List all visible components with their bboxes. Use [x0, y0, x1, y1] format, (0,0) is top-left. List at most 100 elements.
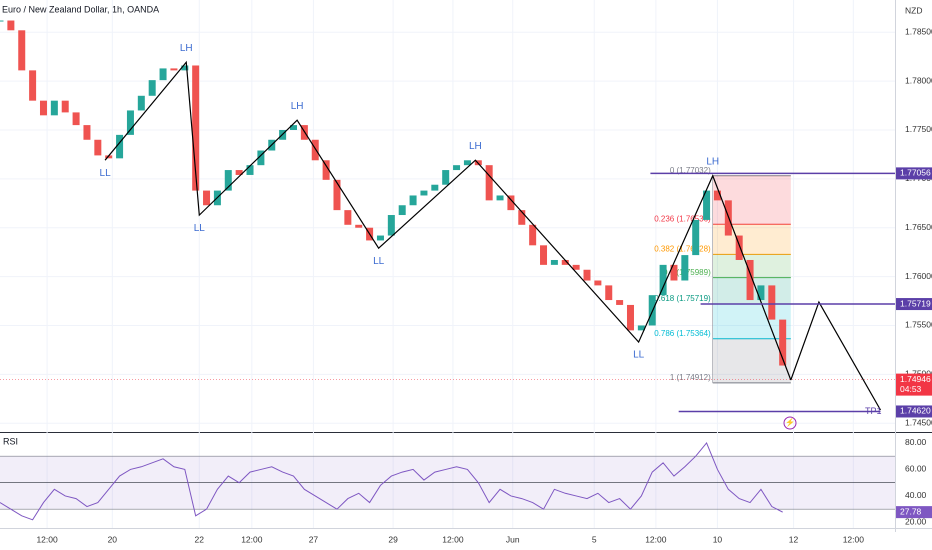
rsi-title: RSI [3, 436, 18, 446]
x-tick-label: 12:00 [843, 534, 865, 544]
candle [203, 190, 211, 206]
fib-zone [712, 338, 791, 383]
candle [224, 170, 232, 191]
countdown: 04:53 [900, 384, 922, 394]
candle [159, 68, 167, 81]
x-tick-label: 5 [592, 534, 597, 544]
candle [540, 245, 548, 265]
candle [420, 190, 428, 196]
candle [746, 259, 754, 301]
fib-label: 0.618 (1.75719) [654, 294, 711, 303]
candle [387, 215, 395, 236]
rsi-tick-label: 80.00 [905, 437, 927, 447]
candle [670, 264, 678, 281]
x-tick-label: 10 [713, 534, 723, 544]
zigzag-label: LL [194, 223, 206, 234]
fib-label: 1 (1.74912) [670, 373, 711, 382]
fib-label: 0.236 (1.76536) [654, 214, 711, 223]
x-tick-label: 12:00 [645, 534, 667, 544]
x-tick-label: 22 [195, 534, 205, 544]
candle [61, 100, 69, 113]
rsi-tick-label: 40.00 [905, 490, 927, 500]
zigzag-label: LH [706, 156, 719, 167]
candle [409, 195, 417, 206]
candle [398, 205, 406, 216]
y-tick-label: 1.76000 [905, 271, 932, 281]
fib-zone [712, 175, 791, 225]
event-icon-glyph: ⚡ [785, 417, 795, 427]
candle [572, 264, 580, 270]
candle [83, 125, 91, 140]
x-tick-label: Jun [506, 534, 520, 544]
candle [290, 125, 298, 130]
candle [344, 210, 352, 225]
candle [94, 139, 102, 156]
y-tick-label: 1.75500 [905, 320, 932, 330]
y-tick-label: 1.78500 [905, 27, 932, 37]
fib-label: 0.382 (1.76228) [654, 244, 711, 253]
candle [637, 325, 645, 331]
candle [757, 285, 765, 301]
candle [605, 285, 613, 301]
candle [50, 100, 58, 116]
x-tick-label: 12:00 [36, 534, 58, 544]
candle [485, 165, 493, 201]
candle [616, 300, 624, 305]
price-tag [896, 167, 932, 180]
x-tick-label: 29 [388, 534, 398, 544]
candle [703, 190, 711, 220]
candle [126, 110, 134, 135]
candle [192, 65, 200, 191]
candle [322, 160, 330, 180]
candle [18, 30, 26, 71]
y-tick-label: 1.78000 [905, 75, 932, 85]
rsi-value-tag [896, 506, 932, 519]
candle [735, 235, 743, 260]
candle [659, 264, 667, 296]
candle [170, 68, 178, 71]
fib-label: 0 (1.77032) [670, 166, 711, 175]
candle [594, 280, 602, 286]
target-name: TP1 [865, 406, 882, 416]
candle [692, 219, 700, 256]
candle [355, 224, 363, 228]
candle [137, 95, 145, 111]
y-tick-label: 1.77500 [905, 124, 932, 134]
price-tag-label: 1.77056 [900, 168, 931, 178]
candle [0, 20, 4, 22]
zigzag-label: LL [373, 256, 385, 267]
event-icon[interactable] [783, 416, 797, 430]
x-tick-label: 12:00 [241, 534, 263, 544]
candle [561, 259, 569, 265]
candle [72, 112, 80, 126]
projection [790, 300, 882, 411]
candle [257, 150, 265, 166]
candle [507, 195, 515, 211]
rsi-tick-label: 60.00 [905, 464, 927, 474]
price-tag-label: 1.75719 [900, 298, 931, 308]
candle [713, 190, 721, 201]
candle [376, 235, 384, 241]
candle [29, 70, 37, 101]
candle [626, 304, 634, 331]
fib-label: 0.786 (1.75364) [654, 329, 711, 338]
x-tick-label: 27 [309, 534, 319, 544]
candle [779, 319, 787, 366]
currency: NZD [905, 5, 922, 15]
y-tick-label: 1.75000 [905, 369, 932, 379]
candle [311, 139, 319, 161]
candle [496, 195, 504, 201]
candle [583, 269, 591, 281]
price-tag [896, 405, 932, 418]
candle [768, 285, 776, 320]
zigzag-label: LH [291, 101, 304, 112]
zigzag-label: LH [180, 43, 193, 54]
zigzag [104, 60, 792, 381]
price-tag [896, 298, 932, 311]
zigzag-label: LH [469, 141, 482, 152]
candle [442, 170, 450, 185]
zigzag-label: LL [633, 350, 645, 361]
y-tick-label: 1.74500 [905, 417, 932, 427]
rsi-tick-label: 20.00 [905, 517, 927, 527]
